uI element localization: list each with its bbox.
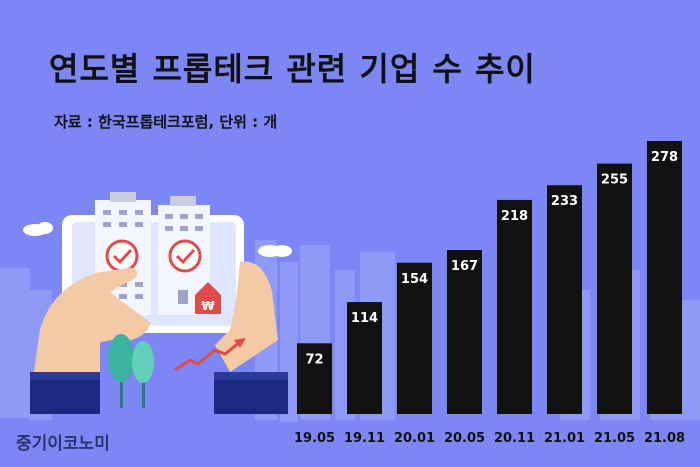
won-symbol: ₩ <box>201 299 215 313</box>
source-note: 자료 : 한국프롭테크포럼, 단위 : 개 <box>54 113 278 131</box>
brand-logo: 중기이코노미 <box>16 434 110 454</box>
cloud-icon <box>258 245 292 257</box>
bar-21.08 <box>647 141 682 414</box>
bar-20.01 <box>397 262 432 414</box>
bar-19.11 <box>347 302 382 414</box>
x-tick-label: 20.05 <box>444 431 485 446</box>
bar-value-label: 167 <box>451 259 478 274</box>
bar-20.11 <box>497 199 532 414</box>
x-tick-label: 20.01 <box>394 431 435 446</box>
page-title: 연도별 프롭테크 관련 기업 수 추이 <box>49 50 536 88</box>
hand-icon <box>30 268 150 414</box>
x-tick-label: 19.11 <box>344 431 385 446</box>
trend-arrow-icon <box>174 338 246 372</box>
x-tick-label: 20.11 <box>494 431 535 446</box>
check-circle-icon <box>168 239 202 273</box>
won-house-icon: ₩ <box>195 282 221 314</box>
bar-value-label: 218 <box>501 209 528 224</box>
bar-19.05 <box>297 343 332 414</box>
bar-20.05 <box>447 250 482 414</box>
bar-21.01 <box>547 185 582 414</box>
x-tick-label: 19.05 <box>294 431 335 446</box>
tree-icon <box>132 341 154 408</box>
bar-value-label: 72 <box>305 352 323 367</box>
bar-value-label: 114 <box>351 311 378 326</box>
tree-icon <box>108 334 134 408</box>
x-tick-label: 21.05 <box>594 431 635 446</box>
bar-value-label: 278 <box>651 150 678 165</box>
bar-value-label: 154 <box>401 272 428 287</box>
bar-21.05 <box>597 163 632 414</box>
bar-value-label: 233 <box>551 194 578 209</box>
cloud-icon <box>23 222 53 236</box>
hand-icon <box>214 261 288 414</box>
bar-value-label: 255 <box>601 173 628 188</box>
x-tick-label: 21.01 <box>544 431 585 446</box>
x-tick-label: 21.08 <box>644 431 685 446</box>
